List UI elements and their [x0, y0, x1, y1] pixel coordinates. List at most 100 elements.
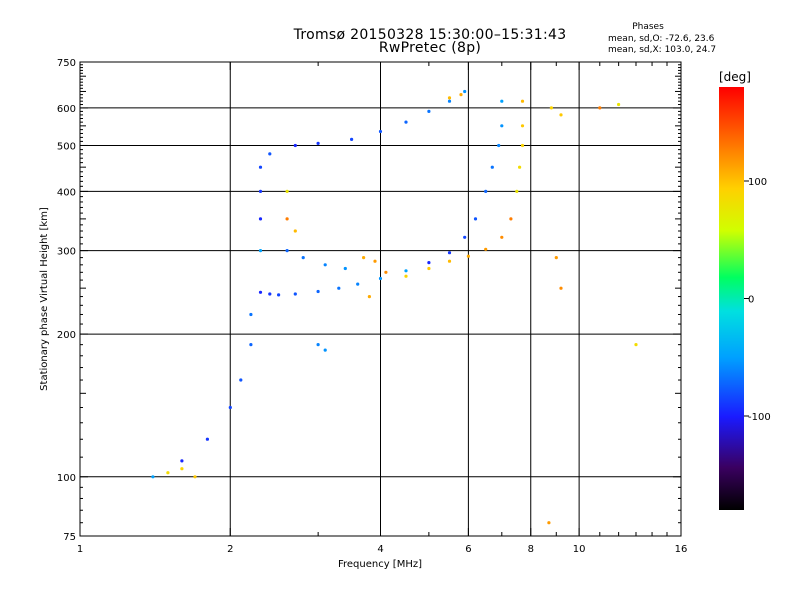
y-tick-label-100: 100	[57, 473, 76, 484]
data-point-o	[180, 459, 184, 463]
data-point-o	[378, 276, 383, 281]
x-tick-label-4: 4	[377, 544, 383, 555]
data-point-x	[484, 247, 488, 251]
data-point-o	[463, 89, 467, 94]
x-tick-label-8: 8	[528, 544, 534, 555]
data-point-x	[373, 259, 377, 263]
y-tick-label-75: 75	[63, 532, 76, 543]
colorbar-tick-label: -100	[748, 412, 771, 423]
colorbar-tick-label: 100	[748, 177, 767, 188]
data-point-o	[484, 189, 488, 193]
data-point-o	[350, 137, 354, 141]
y-axis-label: Stationary phase Virtual Height [km]	[39, 207, 50, 391]
data-point-x	[193, 475, 197, 479]
data-point-o	[268, 292, 272, 296]
data-point-x	[384, 270, 388, 274]
data-point-o	[500, 124, 504, 128]
data-point-o	[497, 143, 501, 148]
data-point-o	[447, 251, 452, 255]
data-point-o	[463, 235, 467, 239]
y-tick-labels: 75 100 200 300 400 500 600 750	[57, 58, 76, 543]
data-point-o	[404, 120, 408, 124]
data-point-x	[362, 256, 366, 260]
data-point-x	[515, 189, 519, 193]
y-tick-label-400: 400	[57, 187, 76, 198]
data-point-o	[316, 343, 320, 347]
data-point-x	[180, 467, 184, 471]
data-point-o	[356, 282, 360, 286]
data-point-x	[404, 274, 408, 278]
data-point-o	[323, 348, 327, 352]
data-point-o	[258, 189, 263, 193]
data-point-o	[285, 249, 289, 253]
data-point-o	[427, 261, 431, 265]
data-point-o	[249, 312, 253, 317]
y-tick-label-600: 600	[57, 104, 76, 115]
data-point-o	[258, 165, 263, 169]
colorbar	[719, 87, 744, 510]
x-tick-label-10: 10	[573, 544, 586, 555]
data-point-o	[228, 405, 232, 410]
data-point-x	[509, 217, 513, 221]
data-point-o	[205, 437, 209, 441]
data-point-o	[316, 141, 320, 145]
phases-x-stats: mean, sd,X: 103.0, 24.7	[608, 45, 717, 55]
data-point-o	[249, 343, 253, 347]
chart-subtitle: RwPretec (8p)	[378, 40, 482, 56]
data-point-x	[459, 93, 463, 97]
data-point-o	[447, 99, 452, 103]
data-point-o	[277, 293, 281, 297]
x-tick-labels: 1 2 4 6 8 10 16	[77, 544, 688, 555]
data-point-x	[554, 256, 558, 260]
data-point-x	[500, 235, 504, 239]
data-point-o	[239, 378, 243, 382]
data-point-x	[518, 165, 522, 169]
data-point-o	[323, 263, 327, 267]
axis-ticks	[79, 61, 682, 536]
data-point-o	[293, 292, 297, 296]
data-point-o	[490, 165, 494, 169]
x-tick-label-16: 16	[675, 544, 688, 555]
data-point-x	[547, 521, 551, 525]
data-point-o	[427, 109, 431, 113]
colorbar-unit-label: [deg]	[719, 70, 751, 84]
data-point-x	[549, 106, 554, 110]
phases-title: Phases	[632, 22, 664, 32]
colorbar-ticks: 100 0 -100	[744, 177, 771, 423]
chart-title: Tromsø 20150328 15:30:00–15:31:43	[293, 27, 567, 43]
data-point-o	[337, 286, 341, 290]
data-point-x	[598, 106, 602, 110]
data-point-o	[258, 249, 263, 253]
x-tick-label-6: 6	[465, 544, 471, 555]
data-point-x	[285, 189, 289, 193]
data-point-o	[473, 217, 478, 221]
data-point-o	[378, 129, 383, 134]
x-tick-label-1: 1	[77, 544, 83, 555]
data-point-o	[343, 266, 347, 271]
data-point-o	[151, 475, 155, 479]
data-point-x	[367, 295, 371, 299]
y-tick-label-500: 500	[57, 141, 76, 152]
x-tick-label-2: 2	[227, 544, 233, 555]
data-point-x	[617, 102, 621, 107]
data-point-o	[258, 217, 263, 221]
y-tick-label-200: 200	[57, 330, 76, 341]
phases-o-stats: mean, sd,O: -72.6, 23.6	[608, 34, 715, 44]
x-axis-label: Frequency [MHz]	[338, 559, 422, 570]
data-point-x	[293, 229, 297, 233]
data-point-x	[166, 471, 170, 475]
data-point-x	[520, 143, 525, 148]
data-point-o	[316, 289, 320, 294]
data-point-x	[559, 286, 563, 290]
data-point-o	[258, 290, 263, 294]
grid-lines	[80, 62, 681, 536]
y-tick-label-300: 300	[57, 247, 76, 258]
data-point-x	[520, 99, 525, 103]
data-point-o	[268, 152, 272, 156]
y-tick-label-750: 750	[57, 58, 76, 69]
data-point-x	[447, 96, 452, 100]
colorbar-tick-label: 0	[748, 295, 754, 306]
data-point-x	[520, 124, 525, 128]
data-point-x	[285, 217, 289, 221]
